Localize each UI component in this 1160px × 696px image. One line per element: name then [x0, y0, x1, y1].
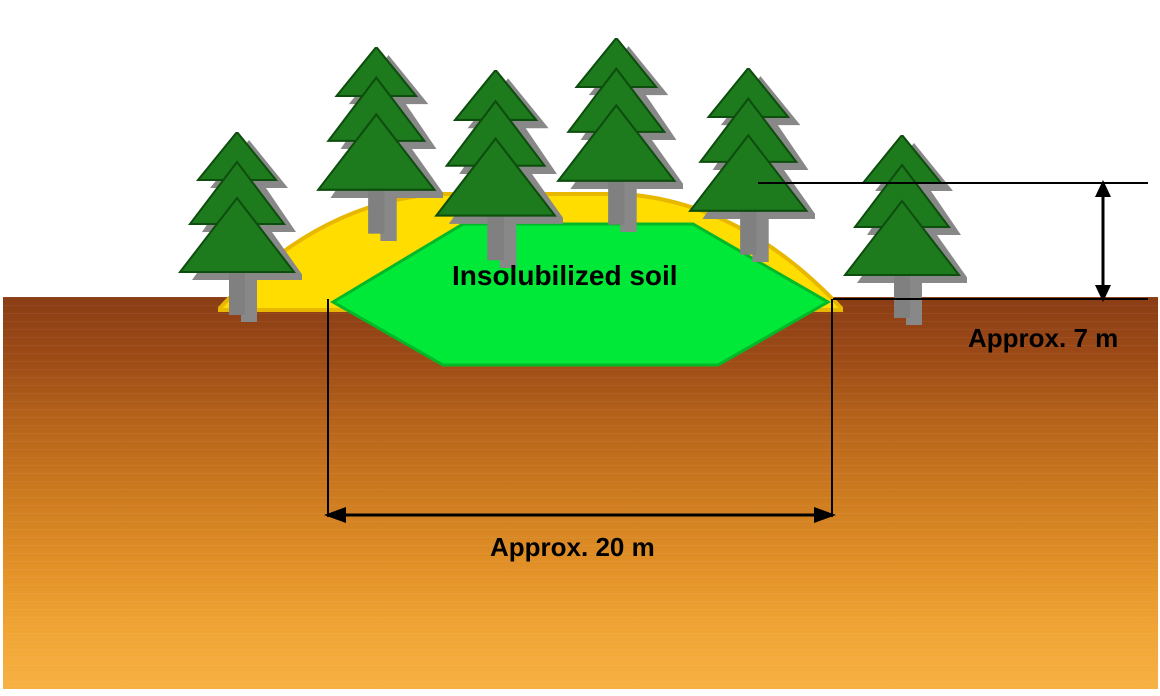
tree-icon	[428, 70, 563, 268]
width-dimension	[320, 297, 840, 527]
tree-icon	[310, 47, 443, 241]
height-dimension	[758, 175, 1158, 310]
height-label: Approx. 7 m	[968, 323, 1118, 354]
mound-label: Insolubilized soil	[452, 260, 678, 292]
tree-icon	[172, 132, 302, 322]
width-label: Approx. 20 m	[490, 532, 655, 563]
tree-icon	[550, 38, 683, 232]
